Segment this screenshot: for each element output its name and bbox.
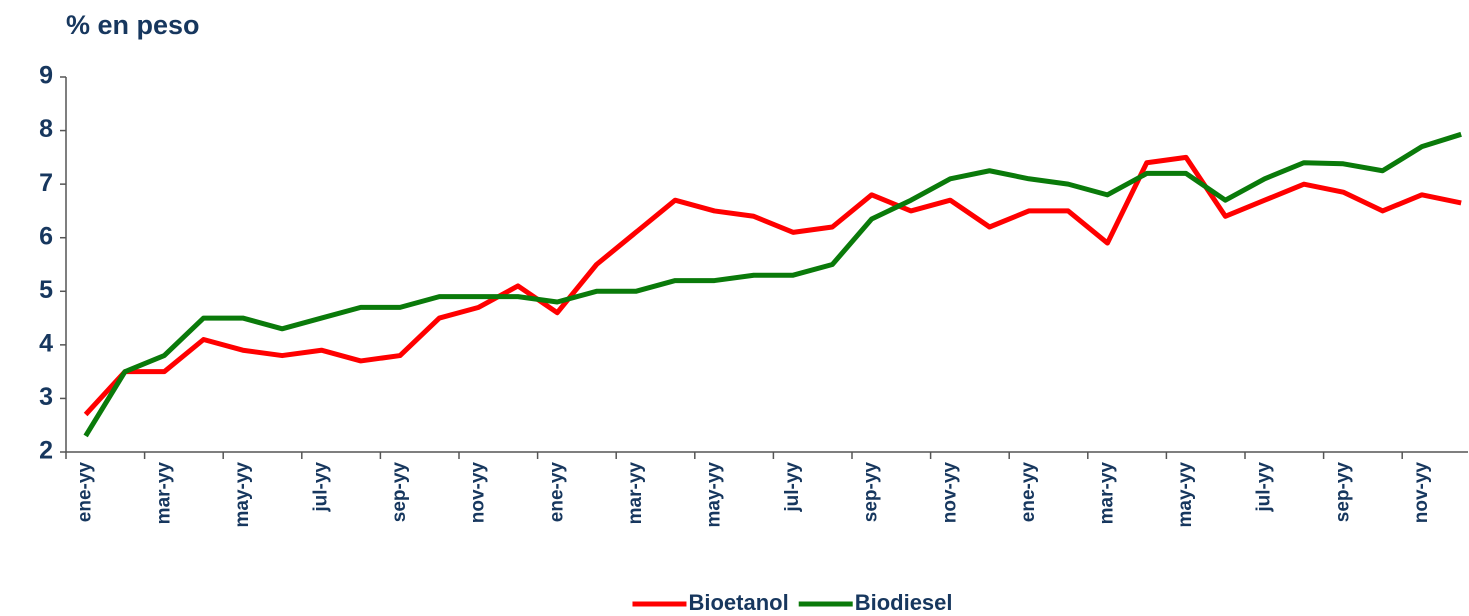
line-series — [83, 131, 1462, 438]
x-tick-label: nov-yy — [468, 462, 489, 524]
y-tick-label: 5 — [39, 276, 53, 304]
x-tick-label: nov-yy — [939, 462, 960, 524]
legend-label: Biodiesel — [855, 590, 953, 615]
x-tick-label: mar-yy — [153, 462, 174, 525]
chart-title: % en peso — [66, 10, 200, 40]
x-tick-label: may-yy — [1175, 462, 1196, 528]
y-tick-label: 6 — [39, 222, 53, 250]
x-tick-label: jul-yy — [310, 462, 331, 513]
line-series — [83, 154, 1462, 417]
x-tick-label: may-yy — [703, 462, 724, 528]
y-tick-label: 4 — [39, 329, 53, 357]
x-tick-label: sep-yy — [1332, 462, 1353, 523]
x-tick-label: may-yy — [232, 462, 253, 528]
y-tick-label: 9 — [39, 62, 53, 90]
x-tick-label: jul-yy — [1254, 462, 1275, 513]
x-tick-label: ene-yy — [1018, 462, 1039, 523]
x-tick-label: mar-yy — [1096, 462, 1117, 525]
legend-label: Bioetanol — [688, 590, 788, 615]
x-tick-label: ene-yy — [546, 462, 567, 523]
y-tick-label: 8 — [39, 115, 53, 143]
x-tick-label: mar-yy — [625, 462, 646, 525]
y-tick-label: 7 — [39, 169, 53, 197]
x-tick-label: jul-yy — [782, 462, 803, 513]
x-tick-label: nov-yy — [1411, 462, 1432, 524]
y-tick-label: 3 — [39, 383, 53, 411]
x-tick-label: ene-yy — [75, 462, 96, 523]
y-tick-label: 2 — [39, 437, 53, 465]
x-tick-label: sep-yy — [861, 462, 882, 523]
x-tick-label: sep-yy — [389, 462, 410, 523]
